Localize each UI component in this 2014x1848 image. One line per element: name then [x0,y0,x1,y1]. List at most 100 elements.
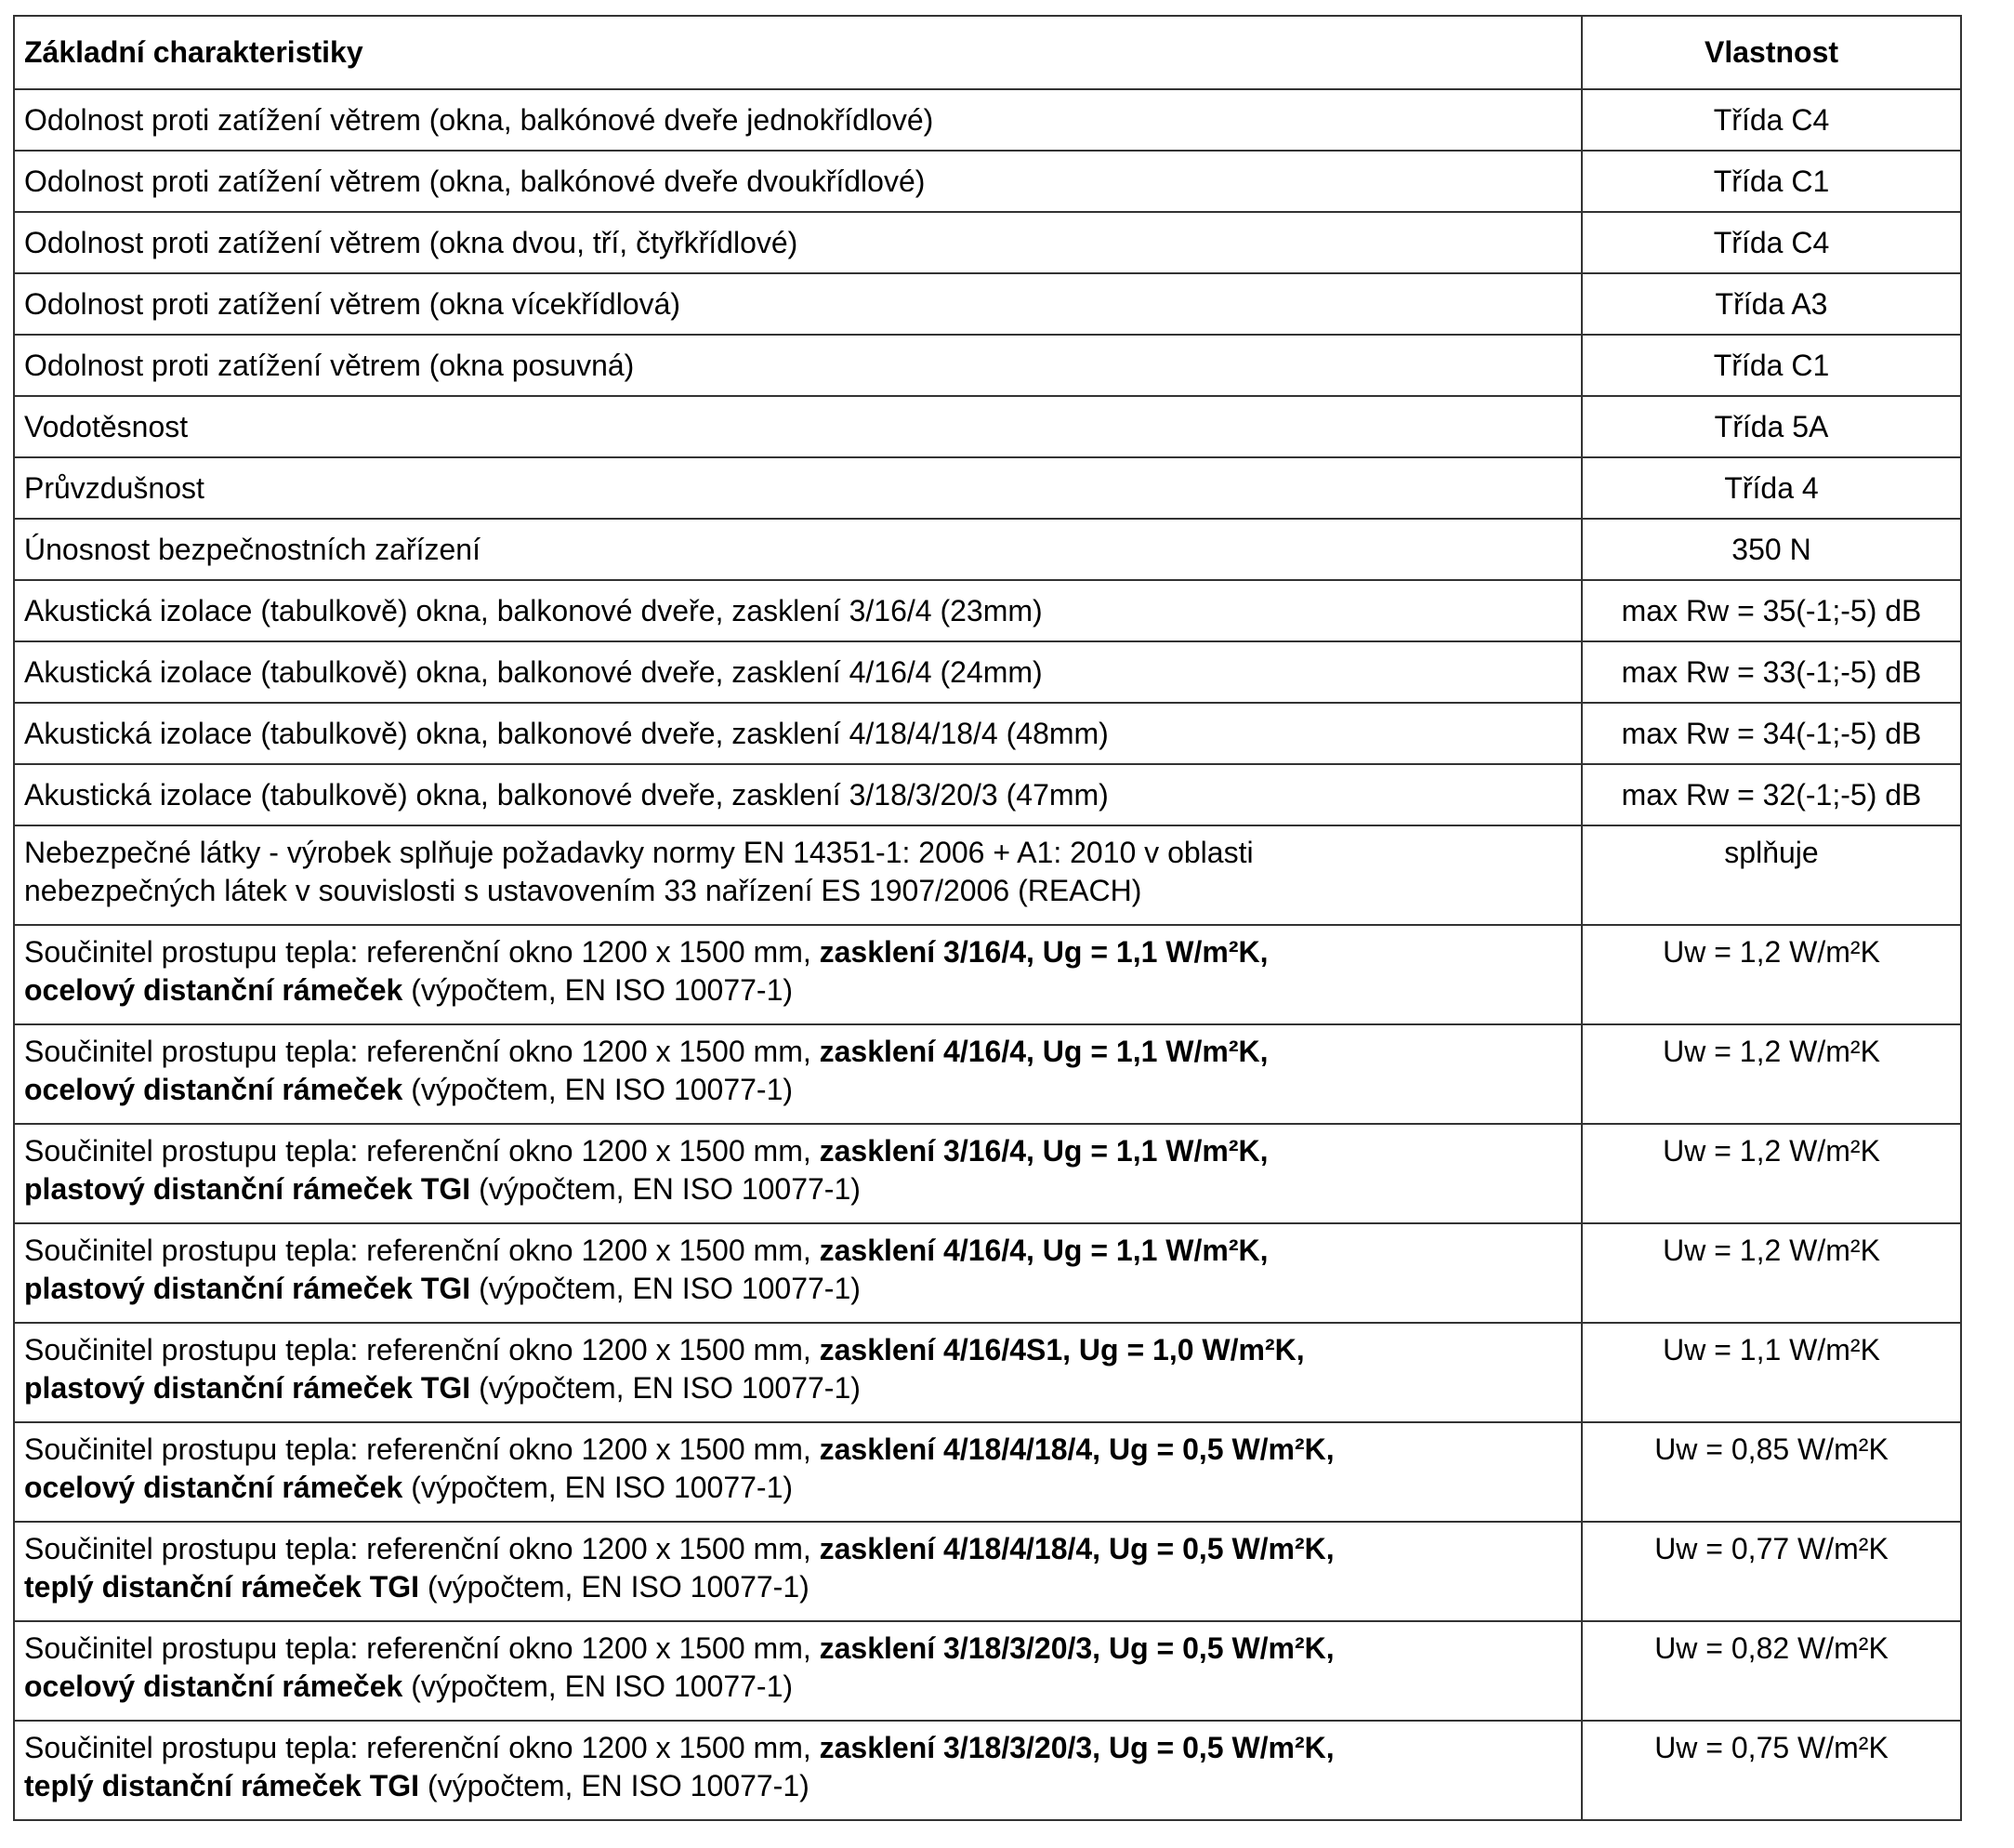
property-cell: max Rw = 35(-1;-5) dB [1581,579,1962,642]
text-suffix: (výpočtem, EN ISO 10077-1) [402,973,794,1007]
glazing-spec: zasklení 4/16/4, Ug = 1,1 W/m²K, [819,1035,1269,1068]
property-cell: Uw = 1,1 W/m²K [1581,1322,1962,1423]
property-cell: Třída C1 [1581,334,1962,397]
property-cell: max Rw = 33(-1;-5) dB [1581,640,1962,704]
spacer-type: ocelový distanční rámeček [24,1471,403,1504]
property-cell: Třída 4 [1581,456,1962,520]
characteristic-cell: Součinitel prostupu tepla: referenční ok… [13,1720,1583,1821]
characteristic-cell: Odolnost proti zatížení větrem (okna víc… [13,272,1583,336]
table-row: Akustická izolace (tabulkově) okna, balk… [13,763,1962,826]
glazing-spec: zasklení 4/16/4, Ug = 1,1 W/m²K, [819,1234,1269,1267]
text-prefix: Součinitel prostupu tepla: referenční ok… [24,1333,820,1366]
characteristic-cell: Součinitel prostupu tepla: referenční ok… [13,1123,1583,1224]
text-prefix: Součinitel prostupu tepla: referenční ok… [24,1532,820,1565]
table-row-thermal: Součinitel prostupu tepla: referenční ok… [13,1222,1962,1324]
property-cell: Třída 5A [1581,395,1962,458]
glazing-spec: zasklení 3/18/3/20/3, Ug = 0,5 W/m²K, [819,1631,1335,1665]
text-suffix: (výpočtem, EN ISO 10077-1) [402,1670,794,1703]
header-property: Vlastnost [1581,15,1962,90]
table-row: Odolnost proti zatížení větrem (okna, ba… [13,88,1962,152]
characteristic-cell: Součinitel prostupu tepla: referenční ok… [13,1620,1583,1722]
table-row: Únosnost bezpečnostních zařízení 350 N [13,518,1962,581]
spacer-type: ocelový distanční rámeček [24,1670,403,1703]
text-suffix: (výpočtem, EN ISO 10077-1) [470,1371,861,1405]
characteristic-cell: Součinitel prostupu tepla: referenční ok… [13,1222,1583,1324]
property-cell: splňuje [1581,825,1962,926]
property-cell: Třída A3 [1581,272,1962,336]
table-row-thermal: Součinitel prostupu tepla: referenční ok… [13,1521,1962,1622]
characteristic-cell: Nebezpečné látky - výrobek splňuje požad… [13,825,1583,926]
table-row: Odolnost proti zatížení větrem (okna, ba… [13,150,1962,213]
characteristic-cell: Odolnost proti zatížení větrem (okna pos… [13,334,1583,397]
text-prefix: Součinitel prostupu tepla: referenční ok… [24,1432,820,1466]
spacer-type: ocelový distanční rámeček [24,973,403,1007]
table-row-thermal: Součinitel prostupu tepla: referenční ok… [13,1620,1962,1722]
glazing-spec: zasklení 4/16/4S1, Ug = 1,0 W/m²K, [819,1333,1305,1366]
text-suffix: (výpočtem, EN ISO 10077-1) [470,1172,861,1206]
spacer-type: plastový distanční rámeček TGI [24,1172,471,1206]
property-cell: Uw = 1,2 W/m²K [1581,924,1962,1025]
table-row-thermal: Součinitel prostupu tepla: referenční ok… [13,1322,1962,1423]
text-suffix: (výpočtem, EN ISO 10077-1) [419,1769,810,1802]
text-prefix: Součinitel prostupu tepla: referenční ok… [24,935,820,969]
table-row-thermal: Součinitel prostupu tepla: referenční ok… [13,1421,1962,1523]
property-cell: max Rw = 32(-1;-5) dB [1581,763,1962,826]
characteristic-cell: Akustická izolace (tabulkově) okna, balk… [13,640,1583,704]
spacer-type: ocelový distanční rámeček [24,1073,403,1106]
table-row: Odolnost proti zatížení větrem (okna pos… [13,334,1962,397]
spacer-type: teplý distanční rámeček TGI [24,1570,420,1604]
table-row-thermal: Součinitel prostupu tepla: referenční ok… [13,1123,1962,1224]
characteristic-cell: Únosnost bezpečnostních zařízení [13,518,1583,581]
characteristic-cell: Součinitel prostupu tepla: referenční ok… [13,1521,1583,1622]
text-suffix: (výpočtem, EN ISO 10077-1) [402,1073,794,1106]
header-characteristics: Základní charakteristiky [13,15,1583,90]
property-cell: Uw = 0,85 W/m²K [1581,1421,1962,1523]
property-cell: Uw = 1,2 W/m²K [1581,1222,1962,1324]
property-cell: Uw = 0,77 W/m²K [1581,1521,1962,1622]
characteristic-cell: Vodotěsnost [13,395,1583,458]
text-suffix: (výpočtem, EN ISO 10077-1) [402,1471,794,1504]
glazing-spec: zasklení 3/18/3/20/3, Ug = 0,5 W/m²K, [819,1731,1335,1764]
characteristic-cell: Odolnost proti zatížení větrem (okna dvo… [13,211,1583,274]
text-suffix: (výpočtem, EN ISO 10077-1) [419,1570,810,1604]
table-row: Průvzdušnost Třída 4 [13,456,1962,520]
table-row-thermal: Součinitel prostupu tepla: referenční ok… [13,1023,1962,1125]
glazing-spec: zasklení 3/16/4, Ug = 1,1 W/m²K, [819,935,1269,969]
table-row: Akustická izolace (tabulkově) okna, balk… [13,640,1962,704]
characteristic-cell: Akustická izolace (tabulkově) okna, balk… [13,702,1583,765]
table-row: Vodotěsnost Třída 5A [13,395,1962,458]
characteristic-cell: Průvzdušnost [13,456,1583,520]
line: Nebezpečné látky - výrobek splňuje požad… [24,836,1254,869]
characteristic-cell: Odolnost proti zatížení větrem (okna, ba… [13,88,1583,152]
characteristic-cell: Součinitel prostupu tepla: referenční ok… [13,924,1583,1025]
property-cell: Třída C4 [1581,88,1962,152]
text-prefix: Součinitel prostupu tepla: referenční ok… [24,1631,820,1665]
line: nebezpečných látek v souvislosti s ustav… [24,874,1142,907]
property-cell: Třída C4 [1581,211,1962,274]
spacer-type: plastový distanční rámeček TGI [24,1272,471,1305]
table-row-hazardous-substances: Nebezpečné látky - výrobek splňuje požad… [13,825,1962,926]
text-prefix: Součinitel prostupu tepla: referenční ok… [24,1234,820,1267]
glazing-spec: zasklení 3/16/4, Ug = 1,1 W/m²K, [819,1134,1269,1168]
characteristic-cell: Akustická izolace (tabulkově) okna, balk… [13,579,1583,642]
characteristic-cell: Součinitel prostupu tepla: referenční ok… [13,1322,1583,1423]
glazing-spec: zasklení 4/18/4/18/4, Ug = 0,5 W/m²K, [819,1532,1335,1565]
property-cell: Uw = 1,2 W/m²K [1581,1123,1962,1224]
text-prefix: Součinitel prostupu tepla: referenční ok… [24,1731,820,1764]
property-cell: Uw = 0,82 W/m²K [1581,1620,1962,1722]
property-cell: Třída C1 [1581,150,1962,213]
property-cell: max Rw = 34(-1;-5) dB [1581,702,1962,765]
text-prefix: Součinitel prostupu tepla: referenční ok… [24,1035,820,1068]
property-cell: Uw = 1,2 W/m²K [1581,1023,1962,1125]
glazing-spec: zasklení 4/18/4/18/4, Ug = 0,5 W/m²K, [819,1432,1335,1466]
table-row: Akustická izolace (tabulkově) okna, balk… [13,579,1962,642]
table-row: Odolnost proti zatížení větrem (okna dvo… [13,211,1962,274]
text-suffix: (výpočtem, EN ISO 10077-1) [470,1272,861,1305]
property-cell: Uw = 0,75 W/m²K [1581,1720,1962,1821]
characteristic-cell: Akustická izolace (tabulkově) okna, balk… [13,763,1583,826]
table-row-thermal: Součinitel prostupu tepla: referenční ok… [13,1720,1962,1821]
text-prefix: Součinitel prostupu tepla: referenční ok… [24,1134,820,1168]
property-cell: 350 N [1581,518,1962,581]
characteristic-cell: Součinitel prostupu tepla: referenční ok… [13,1421,1583,1523]
spacer-type: teplý distanční rámeček TGI [24,1769,420,1802]
